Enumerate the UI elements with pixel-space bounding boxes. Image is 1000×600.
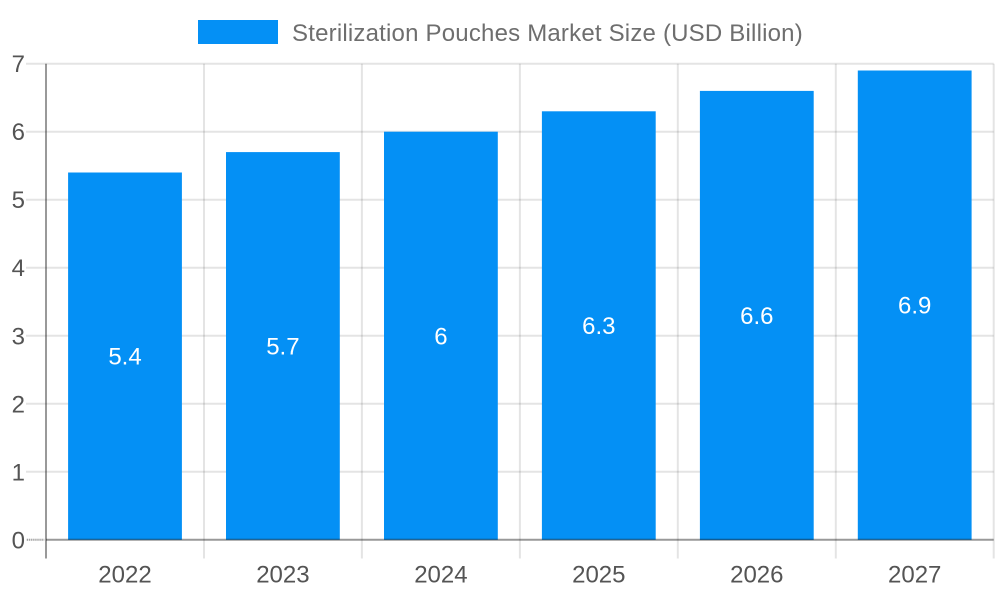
svg-text:2027: 2027 (888, 561, 941, 588)
svg-text:0: 0 (12, 527, 25, 554)
svg-text:2023: 2023 (256, 561, 309, 588)
svg-text:5: 5 (12, 187, 25, 214)
svg-text:5.7: 5.7 (266, 334, 299, 361)
svg-text:3: 3 (12, 323, 25, 350)
svg-text:6.6: 6.6 (740, 303, 773, 330)
svg-text:2024: 2024 (414, 561, 467, 588)
svg-text:2: 2 (12, 391, 25, 418)
svg-text:7: 7 (12, 51, 25, 78)
svg-text:2026: 2026 (730, 561, 783, 588)
svg-text:6: 6 (12, 119, 25, 146)
svg-text:2025: 2025 (572, 561, 625, 588)
svg-text:2022: 2022 (98, 561, 151, 588)
svg-text:6: 6 (434, 323, 447, 350)
svg-text:5.4: 5.4 (108, 344, 141, 371)
svg-text:6.9: 6.9 (898, 293, 931, 320)
svg-text:1: 1 (12, 459, 25, 486)
svg-text:6.3: 6.3 (582, 313, 615, 340)
svg-text:4: 4 (12, 255, 25, 282)
svg-text:Sterilization Pouches Market S: Sterilization Pouches Market Size (USD B… (292, 20, 803, 47)
